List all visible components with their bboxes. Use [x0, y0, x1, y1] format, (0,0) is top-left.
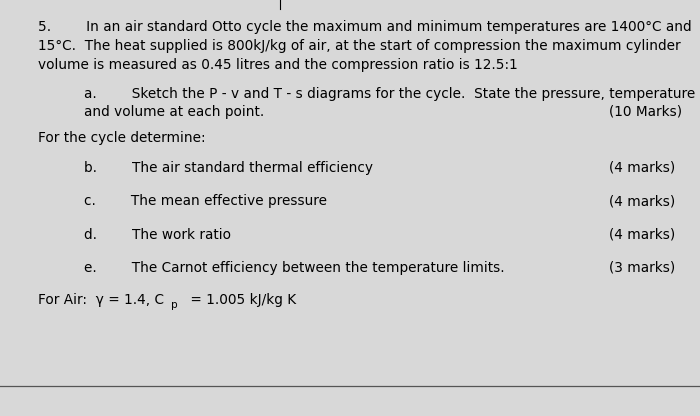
- Text: (3 marks): (3 marks): [609, 261, 676, 275]
- Text: d.        The work ratio: d. The work ratio: [84, 228, 231, 242]
- Text: = 1.005 kJ/kg K: = 1.005 kJ/kg K: [186, 293, 296, 307]
- Text: b.        The air standard thermal efficiency: b. The air standard thermal efficiency: [84, 161, 373, 175]
- Text: e.        The Carnot efficiency between the temperature limits.: e. The Carnot efficiency between the tem…: [84, 261, 505, 275]
- Text: (4 marks): (4 marks): [609, 228, 676, 242]
- Text: a.        Sketch the P - v and T - s diagrams for the cycle.  State the pressure: a. Sketch the P - v and T - s diagrams f…: [84, 87, 695, 102]
- Text: (4 marks): (4 marks): [609, 194, 676, 208]
- Text: 15°C.  The heat supplied is 800kJ/kg of air, at the start of compression the max: 15°C. The heat supplied is 800kJ/kg of a…: [38, 39, 681, 53]
- Text: and volume at each point.: and volume at each point.: [84, 105, 265, 119]
- Text: p: p: [171, 300, 177, 310]
- Text: (4 marks): (4 marks): [609, 161, 676, 175]
- Text: For Air:  γ = 1.4, C: For Air: γ = 1.4, C: [38, 293, 164, 307]
- Text: For the cycle determine:: For the cycle determine:: [38, 131, 206, 145]
- Text: volume is measured as 0.45 litres and the compression ratio is 12.5:1: volume is measured as 0.45 litres and th…: [38, 58, 518, 72]
- Text: c.        The mean effective pressure: c. The mean effective pressure: [84, 194, 327, 208]
- Text: (10 Marks): (10 Marks): [609, 105, 682, 119]
- Text: 5.        In an air standard Otto cycle the maximum and minimum temperatures are: 5. In an air standard Otto cycle the max…: [38, 20, 692, 34]
